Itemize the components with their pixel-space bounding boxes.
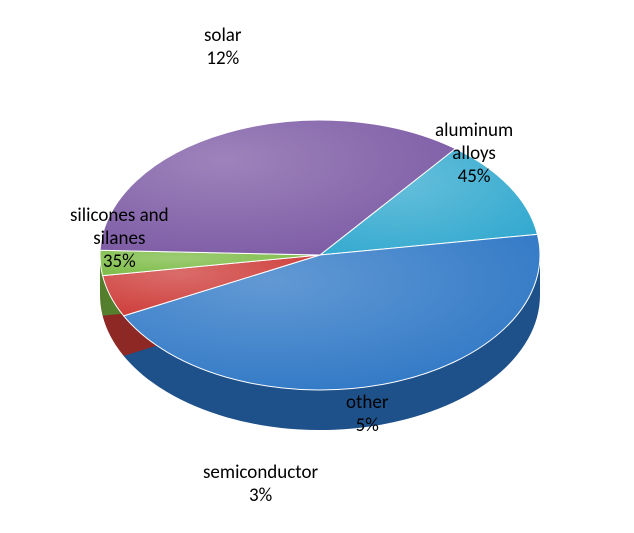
label-silicones-and-silanes: silicones and silanes 35% [70, 205, 169, 273]
label-aluminum-alloys: aluminum alloys 45% [435, 120, 513, 188]
label-semiconductor: semiconductor 3% [203, 462, 318, 508]
label-solar: solar 12% [204, 25, 242, 71]
label-other: other 5% [346, 392, 388, 438]
